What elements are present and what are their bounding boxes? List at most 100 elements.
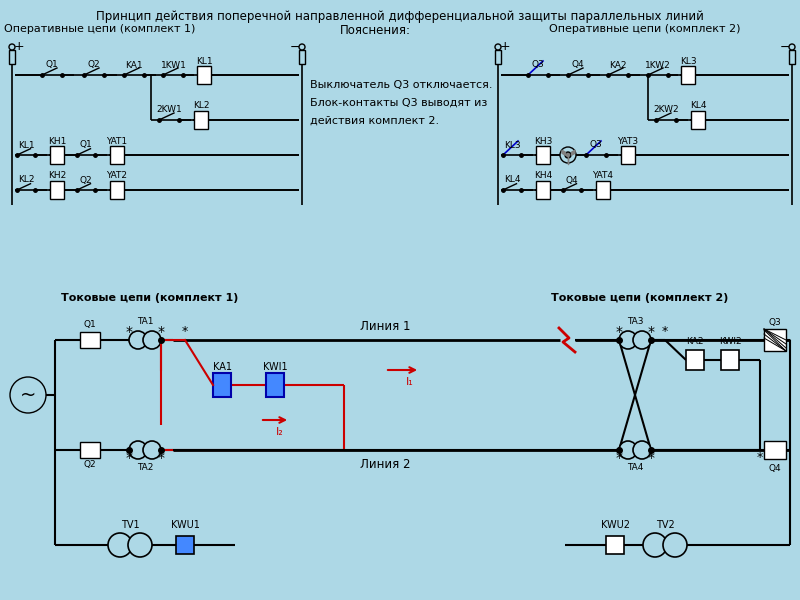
Text: действия комплект 2.: действия комплект 2. [310,116,439,126]
Text: Q4: Q4 [572,61,584,70]
Circle shape [9,44,15,50]
Text: KL1: KL1 [18,140,34,149]
Circle shape [495,44,501,50]
Text: KL3: KL3 [504,140,520,149]
Text: −: − [290,40,300,53]
Text: KWU2: KWU2 [601,520,630,530]
Text: *: * [615,451,622,465]
Circle shape [619,441,637,459]
Text: 2KW2: 2KW2 [653,106,679,115]
Circle shape [663,533,687,557]
Text: 1KW1: 1KW1 [161,61,187,70]
Text: Оперативные цепи (комплект 2): Оперативные цепи (комплект 2) [550,24,741,34]
Text: Q3: Q3 [590,140,602,149]
Text: *: * [126,451,133,465]
Text: *: * [615,325,622,339]
Text: *: * [757,451,763,464]
Text: Q4: Q4 [566,175,578,185]
Bar [213,373,231,397]
Circle shape [129,331,147,349]
Text: YAT1: YAT1 [106,136,127,145]
Text: Q3: Q3 [532,61,544,70]
Bar [50,181,64,199]
Circle shape [10,377,46,413]
Text: KH2: KH2 [48,172,66,181]
Bar [110,146,124,164]
Text: YAT3: YAT3 [618,136,638,145]
Text: *: * [662,325,668,338]
Text: 2KW1: 2KW1 [156,106,182,115]
Text: KA1: KA1 [213,362,231,372]
Text: KL3: KL3 [680,56,696,65]
Text: KWU1: KWU1 [170,520,199,530]
Bar [50,146,64,164]
Bar [764,329,786,351]
Text: Q2: Q2 [80,175,92,185]
Text: TA2: TA2 [137,463,153,473]
Bar [495,50,501,64]
Text: KL1: KL1 [196,56,212,65]
Circle shape [619,331,637,349]
Bar [197,66,211,84]
Circle shape [128,533,152,557]
Circle shape [143,441,161,459]
Text: Блок-контакты Q3 выводят из: Блок-контакты Q3 выводят из [310,98,487,108]
Text: Q3: Q3 [769,317,782,326]
Text: TA3: TA3 [626,317,643,326]
Circle shape [633,331,651,349]
Bar [266,373,284,397]
Circle shape [643,533,667,557]
Text: KL4: KL4 [504,175,520,185]
Text: *: * [182,325,188,338]
Text: Q2: Q2 [88,61,100,70]
Text: I₁: I₁ [406,377,414,387]
Text: Токовые цепи (комплект 2): Токовые цепи (комплект 2) [551,293,729,303]
Text: Пояснения:: Пояснения: [339,24,410,37]
Text: Q2: Q2 [84,461,96,469]
Circle shape [299,44,305,50]
Bar [789,50,795,64]
Circle shape [560,147,576,163]
Bar [80,442,100,458]
Circle shape [143,331,161,349]
Text: I₂: I₂ [276,427,284,437]
Text: KA2: KA2 [610,61,626,70]
Bar [9,50,15,64]
Text: YAT2: YAT2 [106,172,127,181]
Bar [176,536,194,554]
Text: Q4: Q4 [769,463,782,473]
Text: TA4: TA4 [627,463,643,473]
Bar [536,181,550,199]
Text: KA1: KA1 [125,61,143,70]
Bar [299,50,305,64]
Text: TV1: TV1 [121,520,139,530]
Bar [606,536,624,554]
Text: KH3: KH3 [534,136,552,145]
Text: +: + [500,40,510,53]
Text: Q1: Q1 [46,61,58,70]
Bar [110,181,124,199]
Bar [80,332,100,348]
Text: KL2: KL2 [193,101,210,110]
Bar [721,350,739,370]
Text: *: * [647,325,654,339]
Text: KH4: KH4 [534,172,552,181]
Text: Q1: Q1 [84,320,96,329]
Text: KL4: KL4 [690,101,706,110]
Text: KWI1: KWI1 [262,362,287,372]
Text: Токовые цепи (комплект 1): Токовые цепи (комплект 1) [62,293,238,303]
Bar [681,66,695,84]
Text: *: * [158,451,165,465]
Circle shape [129,441,147,459]
Text: KH1: KH1 [48,136,66,145]
Text: KWI2: KWI2 [718,337,742,346]
Circle shape [789,44,795,50]
Text: Выключатель Q3 отключается.: Выключатель Q3 отключается. [310,80,493,90]
Bar [596,181,610,199]
Bar [764,441,786,459]
Bar [686,350,704,370]
Text: Линия 1: Линия 1 [360,319,410,332]
Circle shape [565,152,571,158]
Text: TA1: TA1 [137,317,154,326]
Bar [194,111,208,129]
